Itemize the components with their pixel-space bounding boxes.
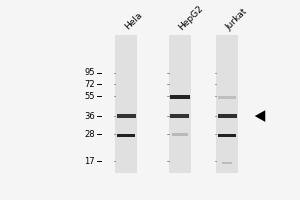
Bar bbox=[115, 35, 137, 173]
Bar bbox=[218, 96, 236, 99]
Bar bbox=[172, 133, 188, 136]
Text: Hela: Hela bbox=[123, 11, 144, 32]
Bar bbox=[169, 95, 190, 99]
Text: HepG2: HepG2 bbox=[177, 4, 205, 32]
Bar bbox=[218, 134, 236, 137]
Bar bbox=[222, 162, 232, 164]
Text: 28: 28 bbox=[84, 130, 95, 139]
Text: 95: 95 bbox=[85, 68, 95, 77]
Bar bbox=[169, 35, 191, 173]
Bar bbox=[218, 114, 237, 118]
Text: 55: 55 bbox=[85, 92, 95, 101]
Text: Jurkat: Jurkat bbox=[224, 7, 249, 32]
Bar bbox=[170, 114, 189, 118]
Bar bbox=[216, 35, 239, 173]
Text: 72: 72 bbox=[84, 80, 95, 89]
Text: 36: 36 bbox=[84, 112, 95, 121]
Bar bbox=[117, 134, 135, 137]
Polygon shape bbox=[255, 110, 265, 122]
Text: 17: 17 bbox=[84, 157, 95, 166]
Bar bbox=[117, 114, 136, 118]
